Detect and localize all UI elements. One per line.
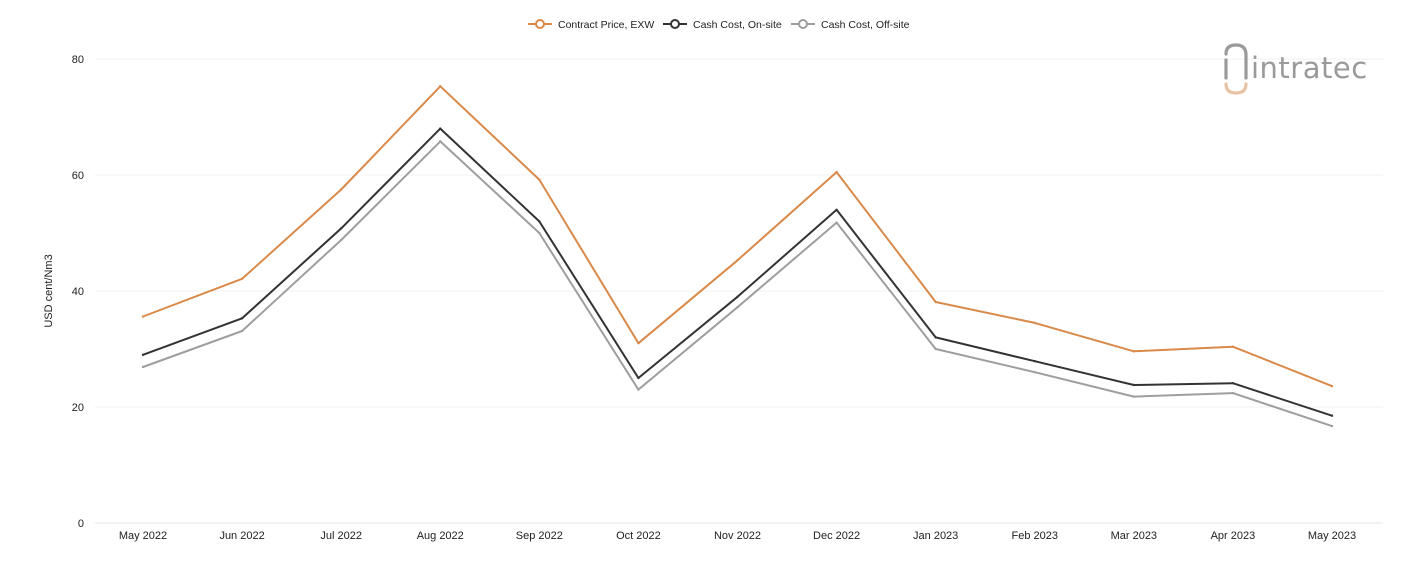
y-tick-label: 20 <box>72 402 84 414</box>
data-point[interactable] <box>1132 395 1136 398</box>
x-tick-label: Jul 2022 <box>320 530 362 542</box>
x-tick-label: Aug 2022 <box>417 530 464 542</box>
data-point[interactable] <box>637 388 640 391</box>
x-tick-label: Oct 2022 <box>616 530 661 542</box>
data-point[interactable] <box>240 277 244 281</box>
legend-item[interactable]: Cash Cost, Off-site <box>791 19 910 31</box>
legend-label: Cash Cost, On-site <box>693 19 782 31</box>
data-point[interactable] <box>240 317 244 320</box>
series-line-2[interactable] <box>142 140 1333 428</box>
data-point[interactable] <box>934 300 937 304</box>
data-point[interactable] <box>1033 359 1036 363</box>
series-line-1[interactable] <box>142 127 1333 417</box>
data-point[interactable] <box>736 306 739 309</box>
data-point[interactable] <box>339 188 343 191</box>
logo-wordmark: intratec <box>1251 51 1368 85</box>
data-point[interactable] <box>141 315 145 318</box>
data-point[interactable] <box>1231 345 1235 348</box>
series-lines <box>141 85 1334 428</box>
data-point[interactable] <box>1033 321 1036 325</box>
data-point[interactable] <box>637 376 640 380</box>
y-tick-label: 80 <box>72 54 84 66</box>
legend[interactable]: Contract Price, EXW Cash Cost, On-site Cas… <box>528 19 910 31</box>
data-point[interactable] <box>339 227 343 230</box>
x-tick-label: Apr 2023 <box>1211 530 1256 542</box>
data-point[interactable] <box>538 178 541 181</box>
x-tick-label: Feb 2023 <box>1012 530 1058 542</box>
intratec-logo: intratec <box>1224 43 1368 95</box>
data-point[interactable] <box>736 295 739 298</box>
x-tick-label: Jun 2022 <box>219 530 264 542</box>
data-point[interactable] <box>835 221 838 224</box>
data-point[interactable] <box>538 231 541 235</box>
data-point[interactable] <box>1231 382 1235 385</box>
legend-marker-icon <box>535 19 545 29</box>
data-point[interactable] <box>141 353 145 356</box>
y-tick-label: 60 <box>72 170 84 182</box>
data-point[interactable] <box>736 259 739 262</box>
data-point[interactable] <box>439 85 442 88</box>
legend-item[interactable]: Cash Cost, On-site <box>663 19 782 31</box>
data-point[interactable] <box>1330 384 1334 388</box>
data-point[interactable] <box>1231 391 1235 395</box>
data-point[interactable] <box>1132 350 1136 353</box>
data-point[interactable] <box>637 342 640 345</box>
x-tick-label: May 2022 <box>119 530 167 542</box>
x-tick-label: Dec 2022 <box>813 530 860 542</box>
data-point[interactable] <box>240 329 244 333</box>
y-tick-label: 0 <box>78 518 84 530</box>
series-line-0[interactable] <box>142 85 1333 388</box>
x-tick-label: Sep 2022 <box>516 530 563 542</box>
logo-mark-icon <box>1224 43 1248 95</box>
data-point[interactable] <box>934 336 937 339</box>
legend-marker-icon <box>798 19 808 29</box>
x-tick-label: Nov 2022 <box>714 530 761 542</box>
legend-label: Contract Price, EXW <box>558 19 654 31</box>
data-point[interactable] <box>439 140 442 143</box>
data-point[interactable] <box>339 238 343 242</box>
legend-item[interactable]: Contract Price, EXW <box>528 19 654 31</box>
gridlines <box>95 58 1383 524</box>
y-tick-label: 40 <box>72 286 84 298</box>
data-point[interactable] <box>934 347 937 351</box>
data-point[interactable] <box>835 170 838 174</box>
data-point[interactable] <box>141 365 145 369</box>
data-point[interactable] <box>439 127 442 130</box>
legend-marker-icon <box>670 19 680 29</box>
data-point[interactable] <box>1330 424 1334 428</box>
y-axis-title: USD cent/Nm3 <box>43 254 55 327</box>
x-tick-label: May 2023 <box>1308 530 1356 542</box>
legend-label: Cash Cost, Off-site <box>821 19 910 31</box>
data-point[interactable] <box>538 220 541 223</box>
data-point[interactable] <box>1033 371 1036 374</box>
data-point[interactable] <box>1330 414 1334 417</box>
data-point[interactable] <box>1132 383 1136 387</box>
x-axis-ticks: May 2022 Jun 2022 Jul 2022 Aug 2022 Sep 2022… <box>119 530 1356 542</box>
data-point[interactable] <box>835 208 838 211</box>
y-axis-ticks: 0 20 40 60 80 <box>72 54 84 530</box>
x-tick-label: Jan 2023 <box>913 530 958 542</box>
x-tick-label: Mar 2023 <box>1111 530 1157 542</box>
